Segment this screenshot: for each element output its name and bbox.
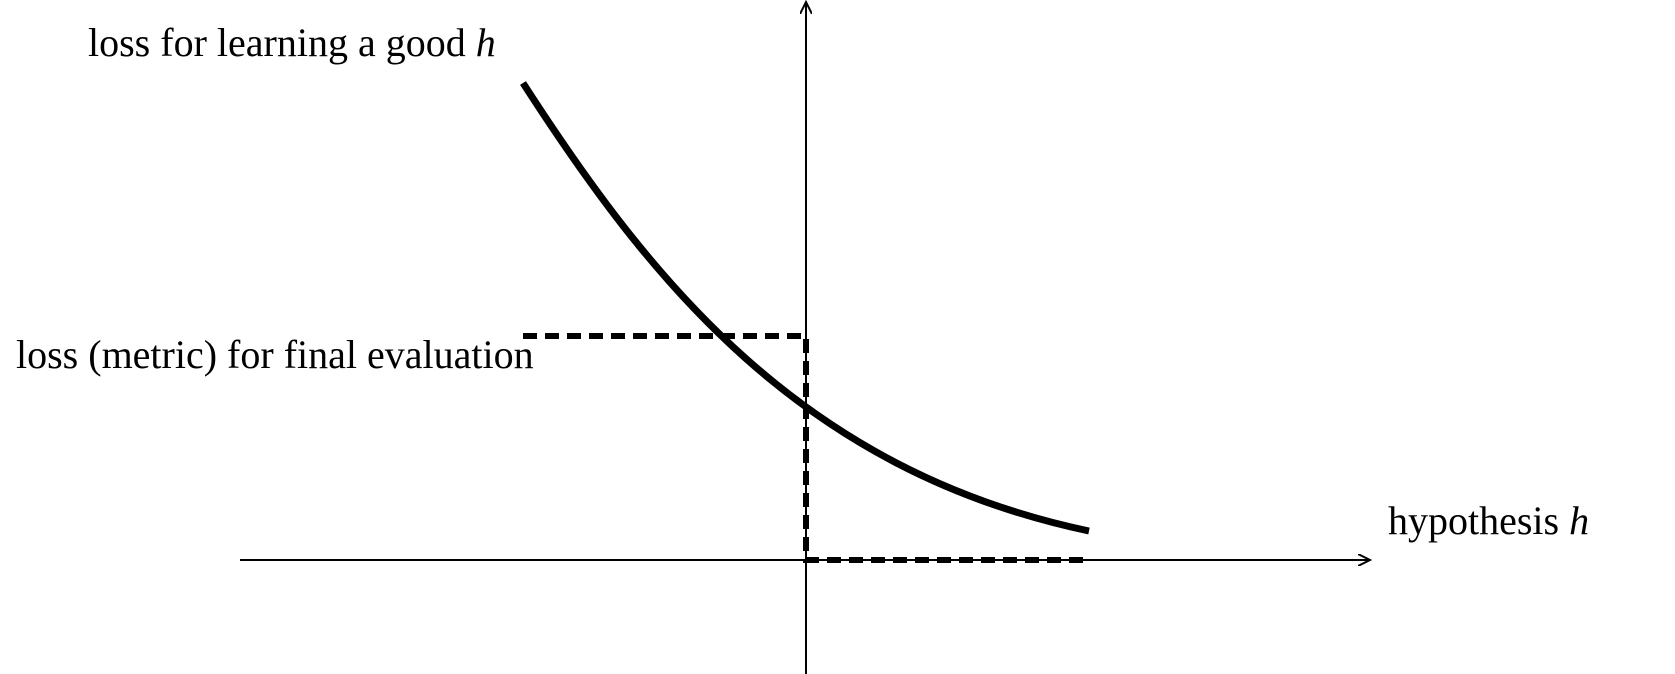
guide-lines <box>523 333 1085 563</box>
curve-label: loss for learning a good h <box>88 20 496 65</box>
curve-label-text: loss for learning a good <box>88 20 466 65</box>
x-axis-label-text: hypothesis <box>1388 498 1559 543</box>
x-axis-label: hypothesis h <box>1388 498 1589 543</box>
loss-curve <box>520 81 1090 535</box>
metric-label: loss (metric) for final evaluation <box>16 332 534 377</box>
x-axis-label-var: h <box>1569 498 1589 543</box>
curve-label-var: h <box>476 20 496 65</box>
